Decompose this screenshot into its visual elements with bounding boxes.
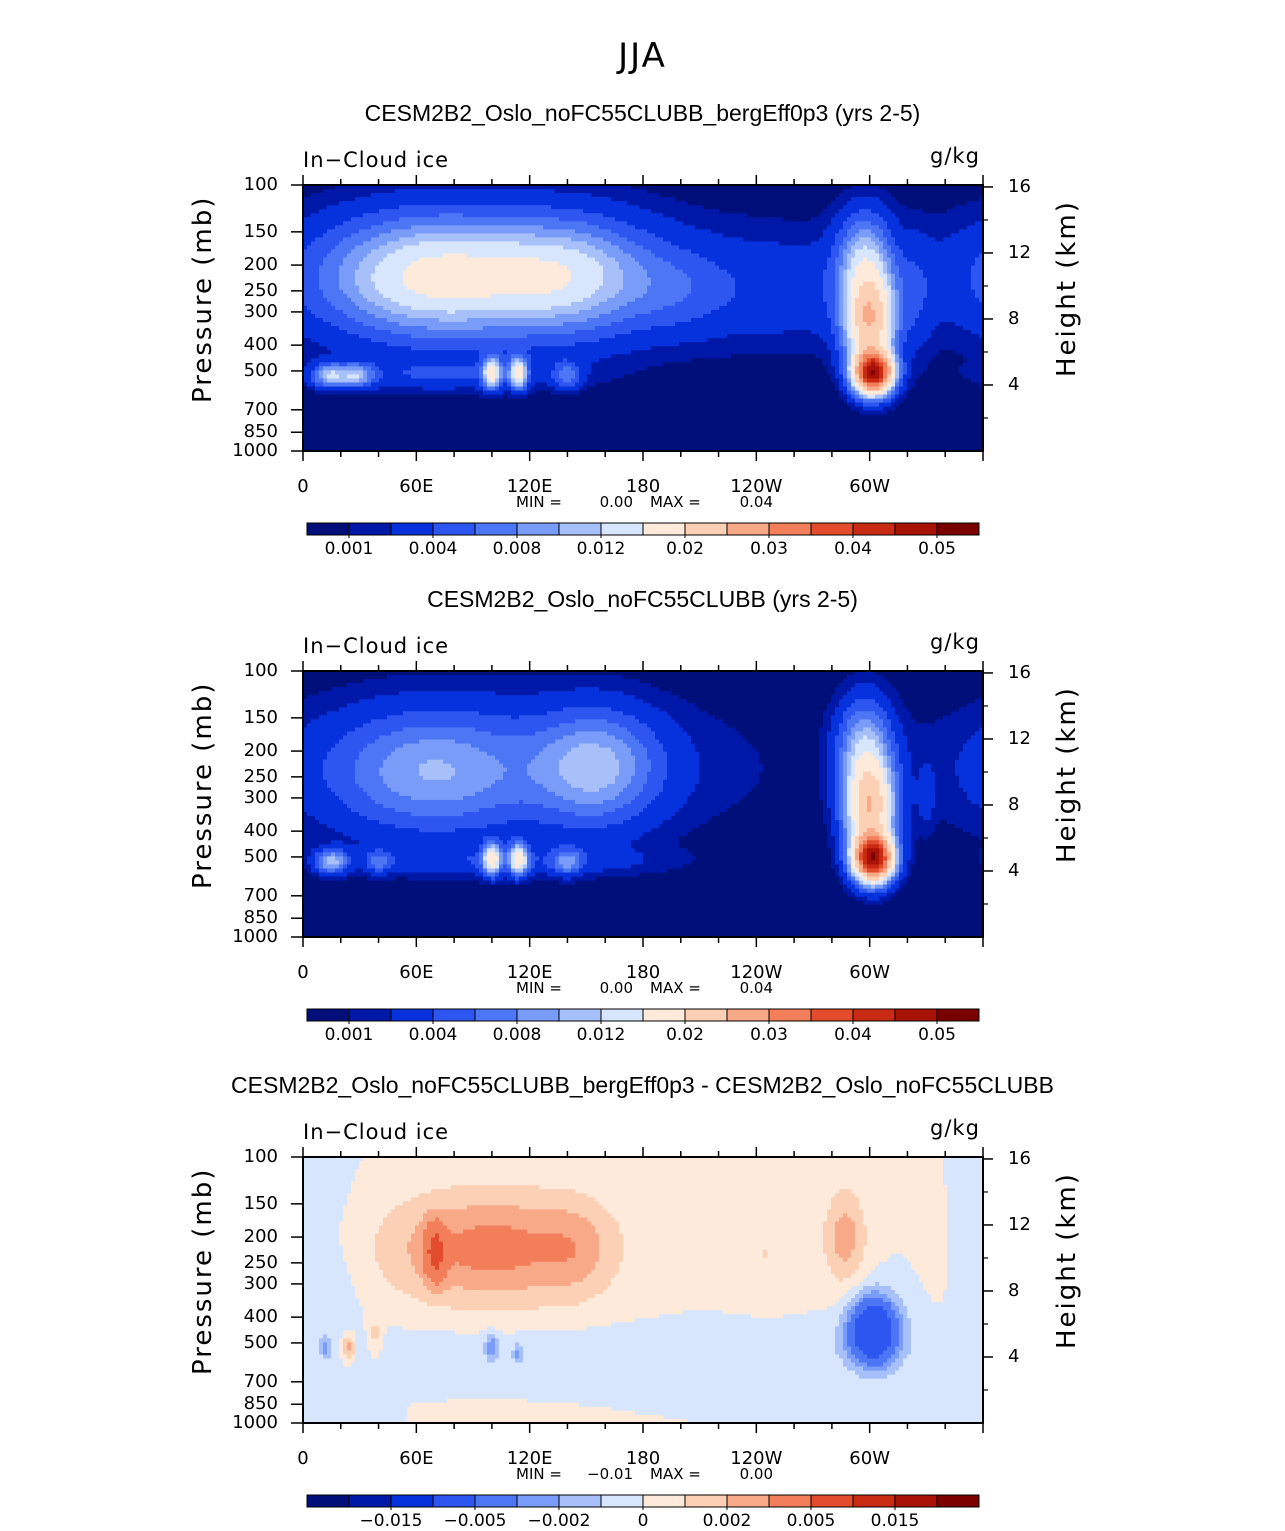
x-tick-label: 60E bbox=[376, 1448, 456, 1469]
colorbar-box bbox=[349, 1495, 391, 1507]
colorbar-box bbox=[391, 1495, 433, 1507]
y-tick-label: 300 bbox=[220, 1273, 278, 1294]
colorbar-label: −0.002 bbox=[519, 1511, 599, 1531]
y-tick-label: 400 bbox=[220, 1306, 278, 1327]
colorbar-box bbox=[769, 1495, 811, 1507]
colorbar-box bbox=[727, 1495, 769, 1507]
max-label: MAX = bbox=[650, 1465, 701, 1483]
min-label: MIN = bbox=[516, 1465, 562, 1483]
colorbar-label: 0.005 bbox=[771, 1511, 851, 1531]
y-tick-label: 700 bbox=[220, 1371, 278, 1392]
colorbar-box bbox=[895, 1495, 937, 1507]
y-right-tick-label: 4 bbox=[1008, 1346, 1019, 1367]
colorbar-box bbox=[559, 1495, 601, 1507]
x-tick-label: 60W bbox=[830, 1448, 910, 1469]
colorbar-box bbox=[433, 1495, 475, 1507]
colorbar-box bbox=[853, 1495, 895, 1507]
colorbar-box bbox=[685, 1495, 727, 1507]
y-tick-label: 250 bbox=[220, 1252, 278, 1273]
colorbar-box bbox=[601, 1495, 643, 1507]
colorbar-label: 0 bbox=[603, 1511, 683, 1531]
y-tick-label: 1000 bbox=[220, 1412, 278, 1433]
y-right-tick-label: 8 bbox=[1008, 1280, 1019, 1301]
contour-plot bbox=[0, 0, 1285, 1531]
colorbar-box bbox=[307, 1495, 349, 1507]
colorbar-label: −0.015 bbox=[351, 1511, 431, 1531]
min-value: −0.01 bbox=[585, 1465, 633, 1483]
colorbar-label: 0.015 bbox=[855, 1511, 935, 1531]
colorbar-box bbox=[475, 1495, 517, 1507]
max-value: 0.00 bbox=[725, 1465, 773, 1483]
y-tick-label: 100 bbox=[220, 1146, 278, 1167]
colorbar-box bbox=[811, 1495, 853, 1507]
colorbar-label: 0.002 bbox=[687, 1511, 767, 1531]
colorbar-box bbox=[517, 1495, 559, 1507]
y-right-tick-label: 16 bbox=[1008, 1148, 1031, 1169]
colorbar-box bbox=[937, 1495, 979, 1507]
colorbar-label: −0.005 bbox=[435, 1511, 515, 1531]
y-tick-label: 200 bbox=[220, 1226, 278, 1247]
y-tick-label: 500 bbox=[220, 1332, 278, 1353]
colorbar-box bbox=[643, 1495, 685, 1507]
y-tick-label: 150 bbox=[220, 1193, 278, 1214]
x-tick-label: 0 bbox=[263, 1448, 343, 1469]
y-right-tick-label: 12 bbox=[1008, 1214, 1031, 1235]
